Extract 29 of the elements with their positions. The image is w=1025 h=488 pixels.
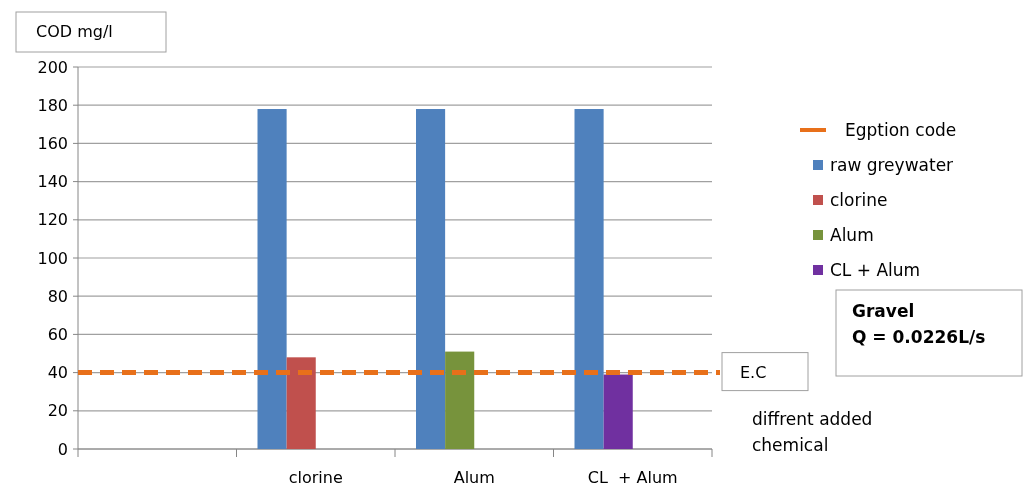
y-tick-label: 120 xyxy=(37,210,68,230)
y-tick-label: 160 xyxy=(37,134,68,153)
x-tick-label: Alum xyxy=(453,468,495,487)
y-tick-label: 60 xyxy=(47,325,68,344)
bar xyxy=(416,109,446,449)
y-tick-label: 0 xyxy=(57,439,68,459)
text: E.C xyxy=(740,363,767,383)
legend-label: clorine xyxy=(830,189,888,210)
y-tick-label: 100 xyxy=(37,248,68,268)
legend-label: Egption code xyxy=(845,119,957,140)
bar xyxy=(286,357,316,449)
y-tick-label: 180 xyxy=(37,95,68,115)
bar xyxy=(445,351,475,449)
text: diffrent added chemical xyxy=(752,409,873,455)
legend-label: CL + Alum xyxy=(830,259,921,280)
y-tick-label: 200 xyxy=(37,57,68,77)
y-tick-label: 40 xyxy=(47,363,68,383)
bar xyxy=(574,109,604,449)
bar xyxy=(257,109,287,449)
y-axis-title: COD mg/l xyxy=(36,22,113,41)
x-tick-label: clorine xyxy=(288,468,343,487)
bar xyxy=(603,374,633,449)
x-tick-label: CL + Alum xyxy=(587,468,678,487)
legend-label: Alum xyxy=(830,224,874,245)
legend-label: raw greywater xyxy=(830,154,954,175)
y-tick-label: 140 xyxy=(37,172,68,192)
text: Gravel Q = 0.0226L/s xyxy=(852,301,986,347)
y-tick-label: 20 xyxy=(47,401,68,421)
y-tick-label: 80 xyxy=(47,286,68,306)
